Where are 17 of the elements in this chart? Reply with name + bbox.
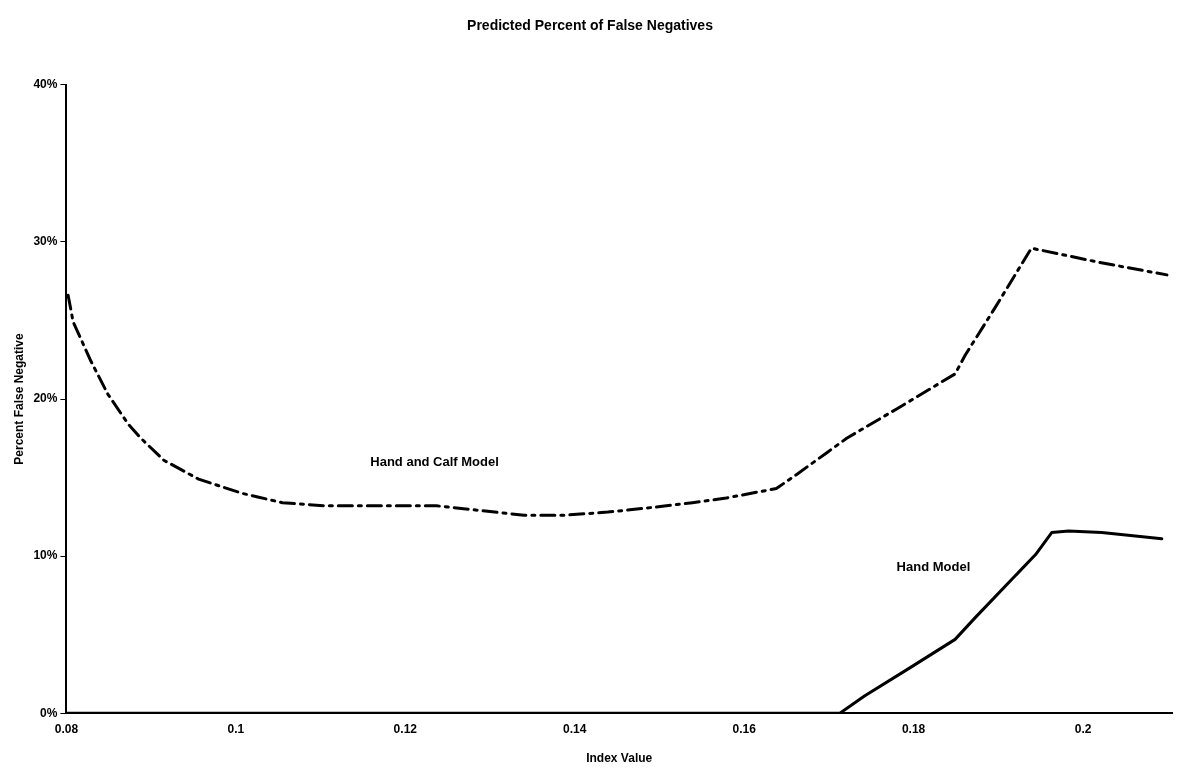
y-tick-label: 30% <box>33 234 58 249</box>
x-tick-label: 0.16 <box>732 721 757 736</box>
x-tick-label: 0.2 <box>1074 721 1092 736</box>
y-tick-label: 40% <box>33 77 58 92</box>
y-axis-title: Percent False Negative <box>11 332 26 465</box>
y-tick-label: 10% <box>33 548 58 563</box>
x-tick-label: 0.08 <box>54 721 79 736</box>
y-tick-label: 20% <box>33 391 58 406</box>
chart-title: Predicted Percent of False Negatives <box>467 17 714 34</box>
text: Hand and Calf Model <box>370 453 499 469</box>
y-tick-label: 0% <box>40 705 58 720</box>
text: Hand Model <box>896 558 971 574</box>
x-tick-label: 0.1 <box>227 721 245 736</box>
x-tick-label: 0.14 <box>563 721 587 736</box>
x-tick-label: 0.12 <box>393 721 418 736</box>
x-axis-title: Index Value <box>586 751 653 766</box>
x-tick-label: 0.18 <box>901 721 926 736</box>
